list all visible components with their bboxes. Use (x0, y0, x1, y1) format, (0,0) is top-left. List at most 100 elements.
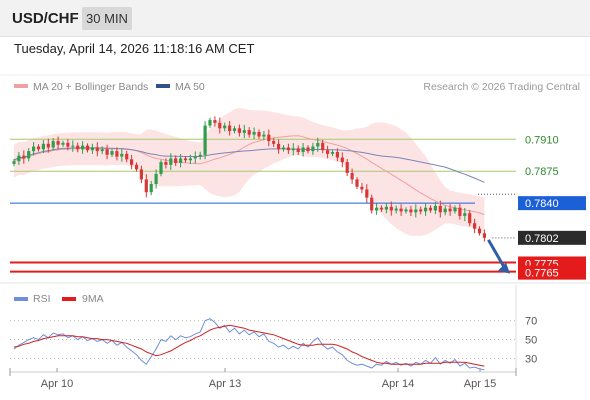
candle (71, 140, 75, 152)
candle-body (286, 147, 290, 151)
candle (51, 138, 55, 151)
candle-body (12, 161, 16, 164)
bollinger-bands (14, 108, 485, 236)
candle (379, 205, 384, 212)
candle (340, 152, 344, 168)
candle (27, 148, 31, 162)
level-label-3: 0.7802 (518, 230, 586, 245)
candle-body (95, 147, 99, 152)
forecast-arrow-shaft (487, 239, 507, 270)
candle (399, 204, 403, 216)
candle-body (335, 152, 339, 158)
rsi-tick-label: 70 (525, 316, 537, 328)
candle (46, 138, 50, 153)
bollinger-band-fill (14, 108, 485, 236)
candle (36, 144, 41, 152)
candle (267, 129, 271, 147)
candle (125, 150, 129, 163)
candle (154, 169, 158, 189)
candle-body (473, 223, 477, 229)
candle-body (306, 147, 310, 152)
candle (179, 153, 183, 168)
candle-body (179, 158, 183, 163)
candle-body (458, 207, 462, 216)
level-label-text: 0.7875 (525, 166, 559, 178)
candle-body (174, 158, 178, 163)
candle-body (17, 155, 21, 162)
candle (17, 151, 21, 165)
candle-body (169, 158, 173, 165)
candle-body (134, 164, 139, 170)
candle (85, 143, 90, 153)
x-axis-ticks: Apr 10 Apr 13 Apr 14 Apr 15 (9, 368, 517, 390)
level-label-1: 0.7875 (525, 166, 559, 178)
candle (286, 143, 290, 154)
candle-body (375, 207, 379, 211)
candle-body (242, 130, 246, 133)
candle (105, 144, 109, 160)
candle (95, 142, 99, 157)
candle-body (203, 125, 207, 155)
level-label-bg (518, 196, 586, 211)
candle-body (355, 179, 359, 187)
candle (360, 182, 364, 194)
rsi-legend-label: RSI (33, 293, 51, 305)
level-label-5: 0.7765 (518, 265, 586, 280)
candle-body (463, 213, 467, 216)
candle (56, 136, 60, 150)
candle-body (183, 158, 188, 161)
candle (183, 156, 188, 163)
candle (188, 154, 192, 164)
candle (262, 130, 266, 141)
candle (130, 154, 134, 170)
candle (164, 158, 168, 169)
candle-body (208, 120, 212, 126)
candle-body (218, 122, 222, 129)
candle (433, 202, 437, 215)
candle-body (277, 143, 281, 150)
candle (257, 129, 261, 139)
candle (428, 205, 433, 213)
candle (291, 143, 295, 156)
candle (389, 201, 393, 216)
candle (370, 194, 374, 214)
candle (335, 148, 339, 162)
rsi-tick-label: 50 (525, 335, 537, 347)
candle (438, 200, 442, 218)
candle (169, 153, 173, 171)
candle-body (213, 120, 217, 123)
forecast-arrow-head (498, 262, 510, 274)
candle-body (316, 142, 320, 147)
candle-body (76, 145, 80, 150)
candle (316, 137, 320, 152)
candle-body (262, 134, 266, 137)
candle (375, 203, 379, 215)
candle (110, 148, 114, 158)
candle-body (81, 145, 85, 150)
candle (345, 159, 349, 177)
candle (41, 140, 45, 154)
candle-body (428, 207, 433, 211)
candle (272, 138, 276, 147)
candle (252, 127, 256, 140)
candle-body (326, 150, 330, 154)
candle (12, 158, 16, 167)
candle-body (448, 208, 452, 212)
interval-button[interactable]: 30 MIN (82, 7, 132, 30)
candle-body (61, 142, 65, 145)
candle-body (120, 153, 124, 157)
candle (281, 145, 286, 152)
ma50-legend-label: MA 50 (175, 81, 205, 93)
candle-body (100, 149, 104, 152)
candle-body (115, 151, 119, 157)
candle-body (296, 148, 300, 153)
candle-body (223, 125, 227, 129)
candle-body (139, 169, 143, 180)
candle-body (414, 209, 418, 213)
candle-body (345, 162, 349, 174)
candle (76, 142, 80, 153)
rsi-legend-swatch (14, 297, 28, 301)
candle (237, 124, 241, 137)
candle (277, 139, 281, 154)
